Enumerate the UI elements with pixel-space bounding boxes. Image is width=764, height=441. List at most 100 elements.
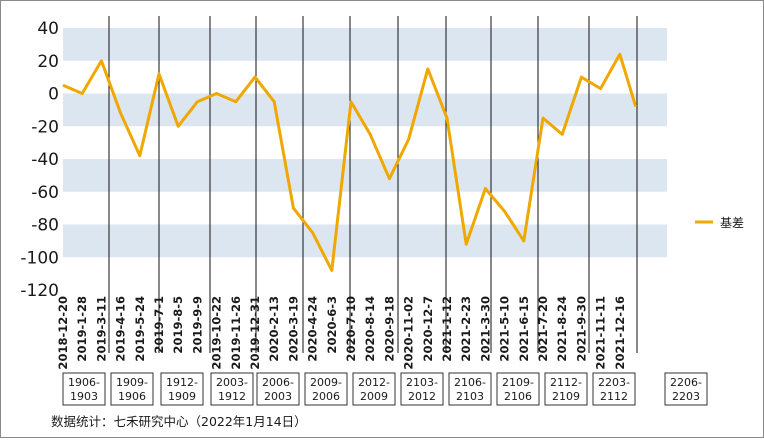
- contract-label-line2: 2109: [552, 390, 580, 403]
- contract-label-line1: 2109-: [502, 376, 534, 389]
- grid-band: [63, 28, 667, 61]
- series-layer: [62, 52, 638, 272]
- contract-box: 2203-2112: [592, 372, 636, 406]
- contract-box-frame: [304, 372, 348, 406]
- contract-label-line2: 2006: [312, 390, 340, 403]
- contract-dividers: [108, 16, 638, 353]
- contract-box-frame: [352, 372, 396, 406]
- contract-label-line2: 2106: [504, 390, 532, 403]
- contract-label-line1: 2003-: [216, 376, 248, 389]
- y-tick-label: 40: [37, 19, 59, 39]
- contract-box-frame: [256, 372, 300, 406]
- contract-label-line1: 1906-: [68, 376, 100, 389]
- contract-label-line2: 2012: [408, 390, 436, 403]
- source-note: 数据统计：七禾研究中心（2022年1月14日）: [51, 414, 307, 429]
- contract-label-line1: 2112-: [550, 376, 582, 389]
- contract-label-line2: 1903: [70, 390, 98, 403]
- grid-band: [63, 224, 667, 258]
- x-tick-label: 2020-7-10: [344, 296, 358, 362]
- x-axis-ticks: 2018-12-20 2019-1-28 2019-3-11 2019-4-16 201…: [56, 296, 627, 370]
- x-tick-label: 2021-6-15: [517, 296, 531, 362]
- x-tick-label: 2020-8-14: [363, 296, 377, 362]
- x-tick-label: 2019-10-22: [210, 296, 224, 370]
- x-tick-label: 2021-12-16: [613, 296, 627, 370]
- y-tick-label: -40: [31, 150, 59, 170]
- contract-label-line2: 2112: [600, 390, 628, 403]
- y-tick-label: 0: [48, 85, 59, 105]
- x-tick-label: 2021-3-30: [478, 296, 492, 362]
- contract-box-frame: [400, 372, 444, 406]
- x-tick-label: 2020-11-02: [402, 296, 416, 370]
- contract-label-line2: 1912: [218, 390, 246, 403]
- contract-label-line1: 2203-: [598, 376, 630, 389]
- x-tick-label: 2019-3-11: [94, 296, 108, 362]
- contract-label-line1: 2012-: [358, 376, 390, 389]
- contract-box-frame: [592, 372, 636, 406]
- x-tick-label: 2019-4-16: [114, 296, 128, 362]
- x-tick-label: 2020-4-24: [306, 296, 320, 362]
- x-tick-label: 2020-2-13: [267, 296, 281, 362]
- series-line-basis: [62, 52, 638, 272]
- contract-box: 2106-2103: [448, 372, 492, 406]
- contract-box: 2109-2106: [496, 372, 540, 406]
- contract-box-frame: [160, 372, 204, 406]
- x-tick-label: 2020-9-18: [382, 296, 396, 362]
- grid-band: [63, 159, 667, 192]
- contract-box: 2003-1912: [210, 372, 254, 406]
- contract-label-line2: 2003: [264, 390, 292, 403]
- x-tick-label: 2019-12-31: [248, 296, 262, 370]
- contract-box-frame: [664, 372, 708, 406]
- contract-label-line1: 1912-: [166, 376, 198, 389]
- contract-label-line2: 2103: [456, 390, 484, 403]
- contract-box: 2012-2009: [352, 372, 396, 406]
- contract-label-line2: 2009: [360, 390, 388, 403]
- x-tick-label: 2019-9-9: [190, 296, 204, 354]
- x-tick-label: 2021-7-20: [536, 296, 550, 362]
- contract-boxes: 1906-19031909-19061912-19092003-19122006…: [62, 372, 708, 406]
- y-tick-label: -80: [31, 216, 59, 236]
- x-tick-label: 2020-3-19: [286, 296, 300, 362]
- y-tick-label: -20: [31, 117, 59, 137]
- contract-box: 2206-2203: [664, 372, 708, 406]
- x-tick-label: 2019-5-24: [133, 296, 147, 362]
- x-tick-label: 2019-1-28: [75, 296, 89, 362]
- x-tick-label: 2021-5-10: [498, 296, 512, 362]
- contract-label-line2: 2203: [672, 390, 700, 403]
- contract-label-line1: 2009-: [310, 376, 342, 389]
- contract-box: 1909-1906: [110, 372, 154, 406]
- contract-label-line1: 2206-: [670, 376, 702, 389]
- contract-label-line1: 1909-: [116, 376, 148, 389]
- contract-box: 2112-2109: [544, 372, 588, 406]
- contract-box-frame: [544, 372, 588, 406]
- x-tick-label: 2020-6-3: [325, 296, 339, 354]
- x-tick-label: 2019-7-1: [152, 296, 166, 354]
- contract-label-line2: 1906: [118, 390, 146, 403]
- grid-bands: [63, 28, 667, 258]
- x-tick-label: 2021-8-24: [555, 296, 569, 362]
- y-tick-label: -100: [20, 248, 59, 268]
- y-tick-label: 20: [37, 52, 59, 72]
- x-tick-label: 2021-9-30: [574, 296, 588, 362]
- x-tick-label: 2021-1-12: [440, 296, 454, 362]
- contract-box-frame: [62, 372, 106, 406]
- contract-box-frame: [210, 372, 254, 406]
- contract-label-line2: 1909: [168, 390, 196, 403]
- x-tick-label: 2019-8-5: [171, 296, 185, 354]
- contract-label-line1: 2106-: [454, 376, 486, 389]
- x-tick-label: 2018-12-20: [56, 296, 70, 370]
- contract-box: 2009-2006: [304, 372, 348, 406]
- legend-label: 基差: [720, 216, 744, 230]
- contract-box: 1912-1909: [160, 372, 204, 406]
- contract-label-line1: 2006-: [262, 376, 294, 389]
- x-tick-label: 2019-11-26: [229, 296, 243, 370]
- contract-box: 2006-2003: [256, 372, 300, 406]
- x-tick-label: 2020-12-7: [421, 296, 435, 362]
- contract-label-line1: 2103-: [406, 376, 438, 389]
- legend: 基差: [695, 216, 744, 230]
- contract-box-frame: [448, 372, 492, 406]
- contract-box-frame: [110, 372, 154, 406]
- contract-box: 1906-1903: [62, 372, 106, 406]
- x-tick-label: 2021-11-11: [594, 296, 608, 370]
